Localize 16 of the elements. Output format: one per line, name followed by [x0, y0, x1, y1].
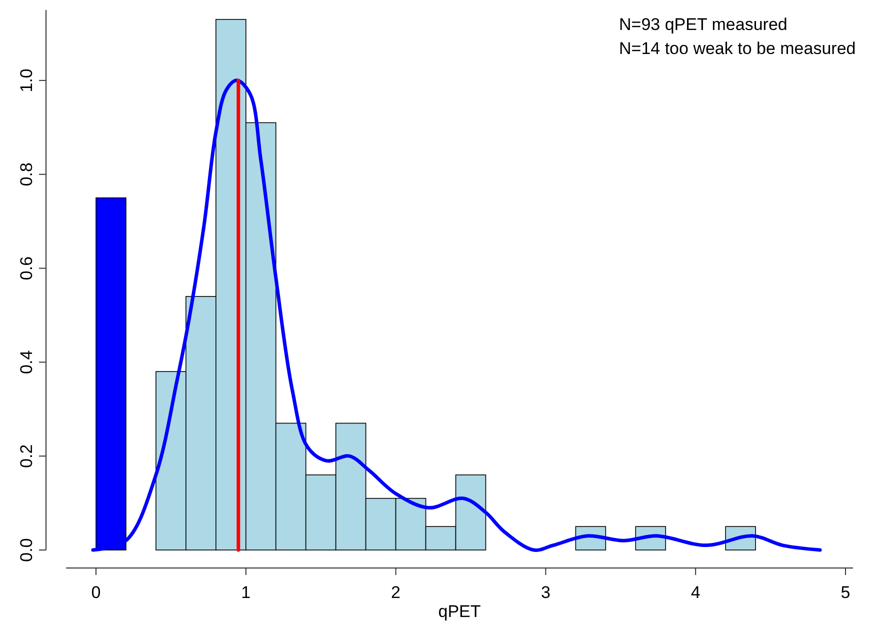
x-tick-label: 2 [391, 583, 401, 602]
y-tick-label: 0.0 [17, 538, 36, 562]
line-series [91, 78, 822, 552]
y-tick-label: 0.4 [17, 350, 36, 374]
x-tick-label: 4 [690, 583, 700, 602]
x-tick-label: 5 [840, 583, 850, 602]
y-tick-label: 0.2 [17, 444, 36, 468]
y-tick-label: 0.8 [17, 162, 36, 186]
annotation: N=93 qPET measured [619, 15, 788, 34]
x-axis-title: qPET [438, 602, 481, 621]
annotation: N=14 too weak to be measured [619, 39, 856, 58]
x-tick-label: 0 [91, 583, 101, 602]
y-tick-label: 1.0 [17, 68, 36, 92]
y-tick-label: 0.6 [17, 256, 36, 280]
x-tick-label: 3 [540, 583, 550, 602]
x-tick-label: 1 [241, 583, 251, 602]
